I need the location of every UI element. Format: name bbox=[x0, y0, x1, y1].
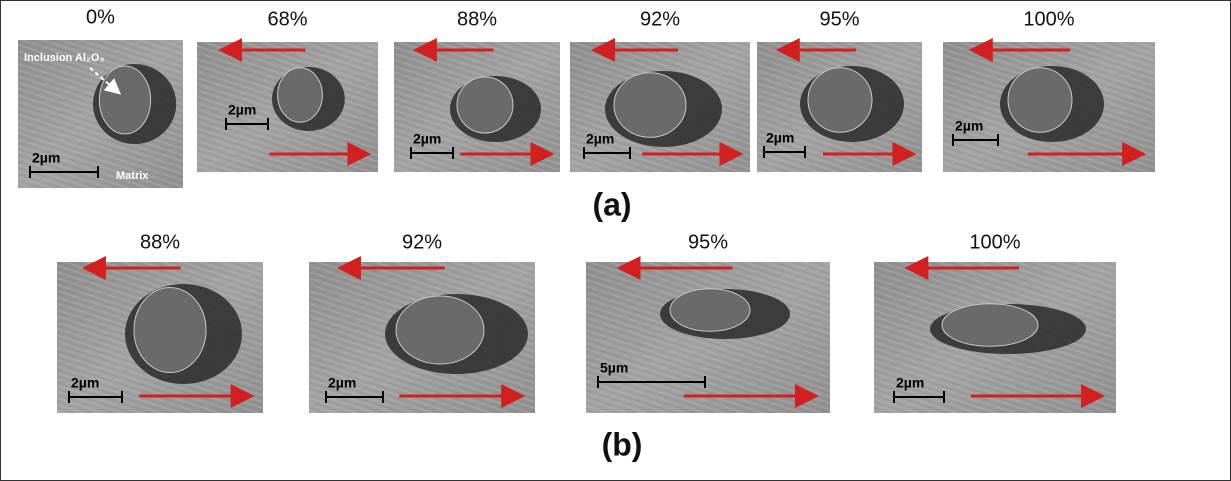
strain-label: 88% bbox=[140, 231, 180, 253]
scale-label: 5µm bbox=[600, 360, 628, 376]
inclusion bbox=[277, 67, 323, 123]
strain-label: 0% bbox=[86, 6, 115, 28]
pointer-arrow bbox=[89, 67, 122, 95]
scale-label: 2µm bbox=[955, 118, 983, 134]
matrix-label: Matrix bbox=[116, 170, 149, 182]
row-label: (b) bbox=[602, 426, 643, 462]
strain-label: 100% bbox=[969, 231, 1020, 253]
inclusion bbox=[395, 295, 485, 365]
scale-label: 2µm bbox=[413, 131, 441, 147]
strain-label: 92% bbox=[402, 231, 442, 253]
inclusion bbox=[1007, 67, 1073, 133]
row-label: (a) bbox=[592, 186, 631, 222]
inclusion bbox=[133, 287, 207, 373]
strain-label: 88% bbox=[457, 8, 497, 30]
inclusion bbox=[456, 76, 514, 134]
inclusion bbox=[807, 67, 873, 133]
inclusion bbox=[98, 65, 152, 135]
inclusion-label: Inclusion Al₂O₃ bbox=[24, 52, 104, 64]
scale-label: 2µm bbox=[896, 375, 924, 391]
strain-label: 95% bbox=[819, 8, 859, 30]
scale-label: 2µm bbox=[328, 375, 356, 391]
scale-label: 2µm bbox=[228, 102, 256, 118]
strain-label: 68% bbox=[267, 8, 307, 30]
strain-label: 92% bbox=[640, 8, 680, 30]
scale-label: 2µm bbox=[586, 131, 614, 147]
scale-label: 2µm bbox=[766, 130, 794, 146]
inclusion bbox=[613, 72, 687, 138]
inclusion bbox=[941, 303, 1039, 347]
strain-label: 95% bbox=[688, 231, 728, 253]
scale-label: 2µm bbox=[71, 375, 99, 391]
strain-label: 100% bbox=[1023, 8, 1074, 30]
inclusion bbox=[669, 288, 751, 332]
scale-label: 2µm bbox=[32, 150, 60, 166]
